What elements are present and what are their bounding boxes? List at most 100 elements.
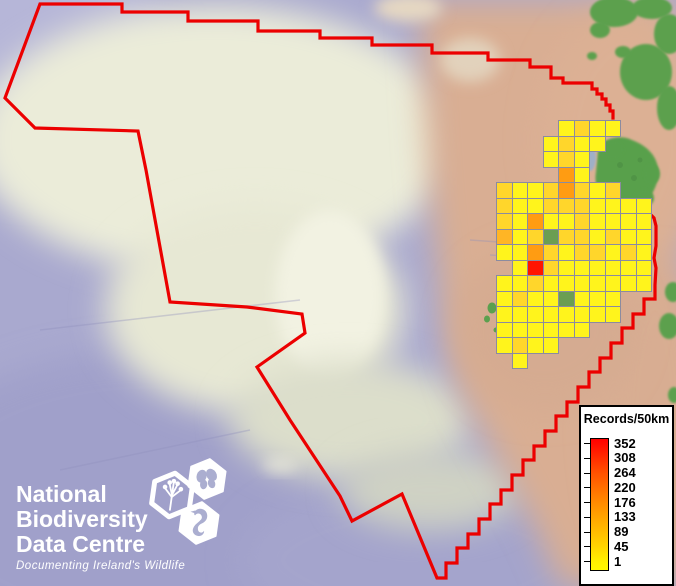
grid-cell[interactable] — [542, 197, 559, 214]
grid-cell[interactable] — [542, 337, 559, 354]
grid-cell[interactable] — [558, 182, 575, 199]
grid-cell[interactable] — [558, 120, 575, 137]
grid-cell[interactable] — [542, 228, 559, 245]
grid-cell[interactable] — [589, 306, 606, 323]
grid-cell[interactable] — [558, 275, 575, 292]
grid-cell[interactable] — [558, 259, 575, 276]
grid-cell[interactable] — [573, 290, 590, 307]
grid-cell[interactable] — [511, 182, 528, 199]
grid-cell[interactable] — [573, 166, 590, 183]
grid-cell[interactable] — [589, 275, 606, 292]
grid-cell[interactable] — [558, 135, 575, 152]
grid-cell[interactable] — [542, 290, 559, 307]
grid-cell[interactable] — [542, 259, 559, 276]
grid-cell[interactable] — [573, 182, 590, 199]
grid-cell[interactable] — [604, 120, 621, 137]
grid-cell[interactable] — [635, 197, 652, 214]
grid-cell[interactable] — [589, 182, 606, 199]
grid-cell[interactable] — [558, 213, 575, 230]
grid-cell[interactable] — [511, 259, 528, 276]
grid-cell[interactable] — [573, 306, 590, 323]
grid-cell[interactable] — [620, 197, 637, 214]
grid-cell[interactable] — [496, 321, 513, 338]
grid-cell[interactable] — [620, 244, 637, 261]
grid-cell[interactable] — [527, 290, 544, 307]
grid-cell[interactable] — [589, 290, 606, 307]
grid-cell[interactable] — [620, 213, 637, 230]
grid-cell[interactable] — [542, 151, 559, 168]
grid-cell[interactable] — [635, 259, 652, 276]
grid-cell[interactable] — [527, 259, 544, 276]
grid-cell[interactable] — [527, 197, 544, 214]
grid-cell[interactable] — [635, 275, 652, 292]
grid-cell[interactable] — [558, 321, 575, 338]
grid-cell[interactable] — [558, 244, 575, 261]
grid-cell[interactable] — [620, 228, 637, 245]
grid-cell[interactable] — [496, 182, 513, 199]
grid-cell[interactable] — [511, 306, 528, 323]
grid-cell[interactable] — [527, 213, 544, 230]
grid-cell[interactable] — [542, 321, 559, 338]
grid-cell[interactable] — [635, 228, 652, 245]
grid-cell[interactable] — [511, 228, 528, 245]
grid-cell[interactable] — [589, 135, 606, 152]
grid-cell[interactable] — [511, 321, 528, 338]
grid-cell[interactable] — [604, 259, 621, 276]
grid-cell[interactable] — [558, 197, 575, 214]
grid-cell[interactable] — [589, 197, 606, 214]
grid-cell[interactable] — [496, 213, 513, 230]
grid-cell[interactable] — [511, 244, 528, 261]
grid-cell[interactable] — [542, 275, 559, 292]
grid-cell[interactable] — [496, 244, 513, 261]
grid-cell[interactable] — [589, 228, 606, 245]
grid-cell[interactable] — [573, 135, 590, 152]
grid-cell[interactable] — [542, 213, 559, 230]
grid-cell[interactable] — [542, 135, 559, 152]
grid-cell[interactable] — [496, 275, 513, 292]
grid-cell[interactable] — [542, 244, 559, 261]
grid-cell[interactable] — [511, 213, 528, 230]
grid-cell[interactable] — [635, 244, 652, 261]
grid-cell[interactable] — [573, 321, 590, 338]
grid-cell[interactable] — [511, 337, 528, 354]
grid-cell[interactable] — [558, 151, 575, 168]
grid-cell[interactable] — [589, 213, 606, 230]
grid-cell[interactable] — [527, 321, 544, 338]
grid-cell[interactable] — [604, 228, 621, 245]
grid-cell[interactable] — [496, 337, 513, 354]
grid-cell[interactable] — [542, 306, 559, 323]
grid-cell[interactable] — [604, 306, 621, 323]
grid-cell[interactable] — [496, 197, 513, 214]
grid-cell[interactable] — [511, 290, 528, 307]
grid-cell[interactable] — [558, 306, 575, 323]
grid-cell[interactable] — [527, 182, 544, 199]
grid-cell[interactable] — [558, 166, 575, 183]
grid-cell[interactable] — [527, 275, 544, 292]
grid-cell[interactable] — [573, 228, 590, 245]
grid-cell[interactable] — [573, 275, 590, 292]
grid-cell[interactable] — [620, 259, 637, 276]
grid-cell[interactable] — [573, 197, 590, 214]
grid-cell[interactable] — [604, 213, 621, 230]
grid-cell[interactable] — [604, 290, 621, 307]
grid-cell[interactable] — [635, 213, 652, 230]
grid-cell[interactable] — [558, 290, 575, 307]
grid-cell[interactable] — [496, 290, 513, 307]
grid-cell[interactable] — [496, 228, 513, 245]
grid-cell[interactable] — [573, 120, 590, 137]
grid-cell[interactable] — [604, 197, 621, 214]
grid-cell[interactable] — [573, 151, 590, 168]
grid-cell[interactable] — [511, 197, 528, 214]
grid-cell[interactable] — [527, 337, 544, 354]
grid-cell[interactable] — [620, 275, 637, 292]
grid-cell[interactable] — [511, 275, 528, 292]
grid-cell[interactable] — [589, 259, 606, 276]
grid-cell[interactable] — [511, 352, 528, 369]
grid-cell[interactable] — [573, 244, 590, 261]
grid-cell[interactable] — [527, 306, 544, 323]
grid-cell[interactable] — [573, 213, 590, 230]
grid-cell[interactable] — [589, 120, 606, 137]
grid-cell[interactable] — [527, 228, 544, 245]
grid-cell[interactable] — [542, 182, 559, 199]
grid-cell[interactable] — [604, 275, 621, 292]
